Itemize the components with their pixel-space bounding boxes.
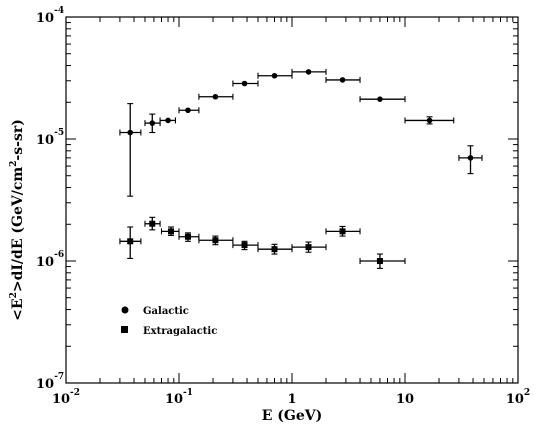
x-tick-label: 10-1 <box>165 388 193 407</box>
galactic-point <box>185 107 191 114</box>
y-tick-label: 10-5 <box>36 128 64 148</box>
galactic-point <box>305 69 312 75</box>
x-tick-label: 10 <box>396 392 414 407</box>
extragalactic-point <box>339 228 346 235</box>
y-tick-label: 10-7 <box>36 372 64 392</box>
galactic-point <box>241 80 248 87</box>
galactic-point <box>467 155 474 161</box>
extragalactic-point <box>271 246 278 253</box>
y-tick-label: 10-4 <box>36 6 64 26</box>
axis-ticks: 10-2 10-1 1 10 102 10-7 10-6 10-5 10-4 <box>36 6 530 407</box>
extragalactic-point <box>149 220 156 227</box>
legend-galactic-label: Galactic <box>143 306 189 317</box>
y-tick-label: 10-6 <box>36 250 64 270</box>
galactic-point <box>426 117 433 124</box>
galactic-point <box>165 117 171 124</box>
galactic-point <box>339 77 346 83</box>
legend-extragalactic-marker <box>121 326 128 333</box>
extragalactic-point <box>168 228 175 235</box>
extragalactic-point <box>127 238 134 245</box>
legend-extragalactic-label: Extragalactic <box>143 326 217 337</box>
x-axis-label: E (GeV) <box>262 408 323 424</box>
extragalactic-point <box>212 237 219 244</box>
galactic-point <box>271 72 278 79</box>
x-tick-label: 10-2 <box>52 388 80 407</box>
extragalactic-point <box>305 244 312 251</box>
galactic-point <box>127 129 134 136</box>
galactic-point <box>149 120 156 126</box>
data-marks <box>119 68 483 269</box>
galactic-point <box>377 96 383 102</box>
x-tick-label: 102 <box>506 388 530 407</box>
extragalactic-point <box>376 258 383 264</box>
x-tick-label: 1 <box>287 392 296 407</box>
extragalactic-point <box>184 233 191 240</box>
galactic-point <box>212 93 219 100</box>
y-axis-label: <E2>dI/dE (GeV/cm2-s-sr) <box>9 119 26 321</box>
legend-galactic-marker <box>121 306 129 314</box>
legend: Galactic Extragalactic <box>121 306 217 337</box>
extragalactic-point <box>241 242 248 249</box>
